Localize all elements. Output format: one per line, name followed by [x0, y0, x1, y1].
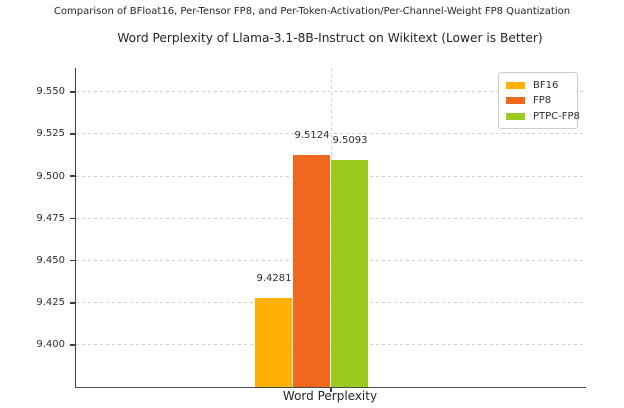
y-tick-label: 9.425 [36, 297, 65, 309]
y-tick-mark [70, 91, 75, 93]
y-tick-mark [70, 302, 75, 304]
bar-value-label: 9.5124 [294, 130, 330, 142]
y-tick-label: 9.475 [36, 212, 65, 224]
y-tick-label: 9.550 [36, 86, 65, 98]
bar-value-label: 9.4281 [256, 272, 292, 284]
legend-label: FP8 [533, 95, 552, 107]
legend-swatch [506, 82, 525, 90]
y-tick-label: 9.400 [36, 339, 65, 351]
y-tick-mark [70, 344, 75, 346]
legend-item: BF16 [506, 78, 577, 93]
y-tick-label: 9.525 [36, 128, 65, 140]
legend-swatch [506, 112, 525, 120]
y-tick-mark [70, 133, 75, 135]
legend-label: BF16 [533, 80, 559, 92]
bar-fp8 [293, 155, 330, 387]
y-tick-mark [70, 175, 75, 177]
y-tick-label: 9.450 [36, 255, 65, 267]
legend-label: PTPC-FP8 [533, 110, 580, 122]
figure-suptitle: Comparison of BFloat16, Per-Tensor FP8, … [53, 6, 571, 17]
chart-title: Word Perplexity of Llama-3.1-8B-Instruct… [117, 31, 543, 45]
legend-item: PTPC-FP8 [506, 109, 580, 124]
bar-ptpc-fp8 [331, 160, 368, 387]
legend-item: FP8 [506, 93, 577, 108]
x-axis-label: Word Perplexity [282, 389, 378, 403]
y-tick-mark [70, 259, 75, 262]
legend: BF16 FP8 PTPC-FP8 [498, 72, 580, 129]
legend-swatch [506, 97, 525, 105]
x-tick-mark [330, 387, 332, 392]
y-tick-mark [70, 217, 75, 220]
bar-value-label: 9.5093 [332, 135, 368, 147]
y-tick-label: 9.500 [36, 170, 65, 182]
bar-bf16 [255, 297, 292, 387]
